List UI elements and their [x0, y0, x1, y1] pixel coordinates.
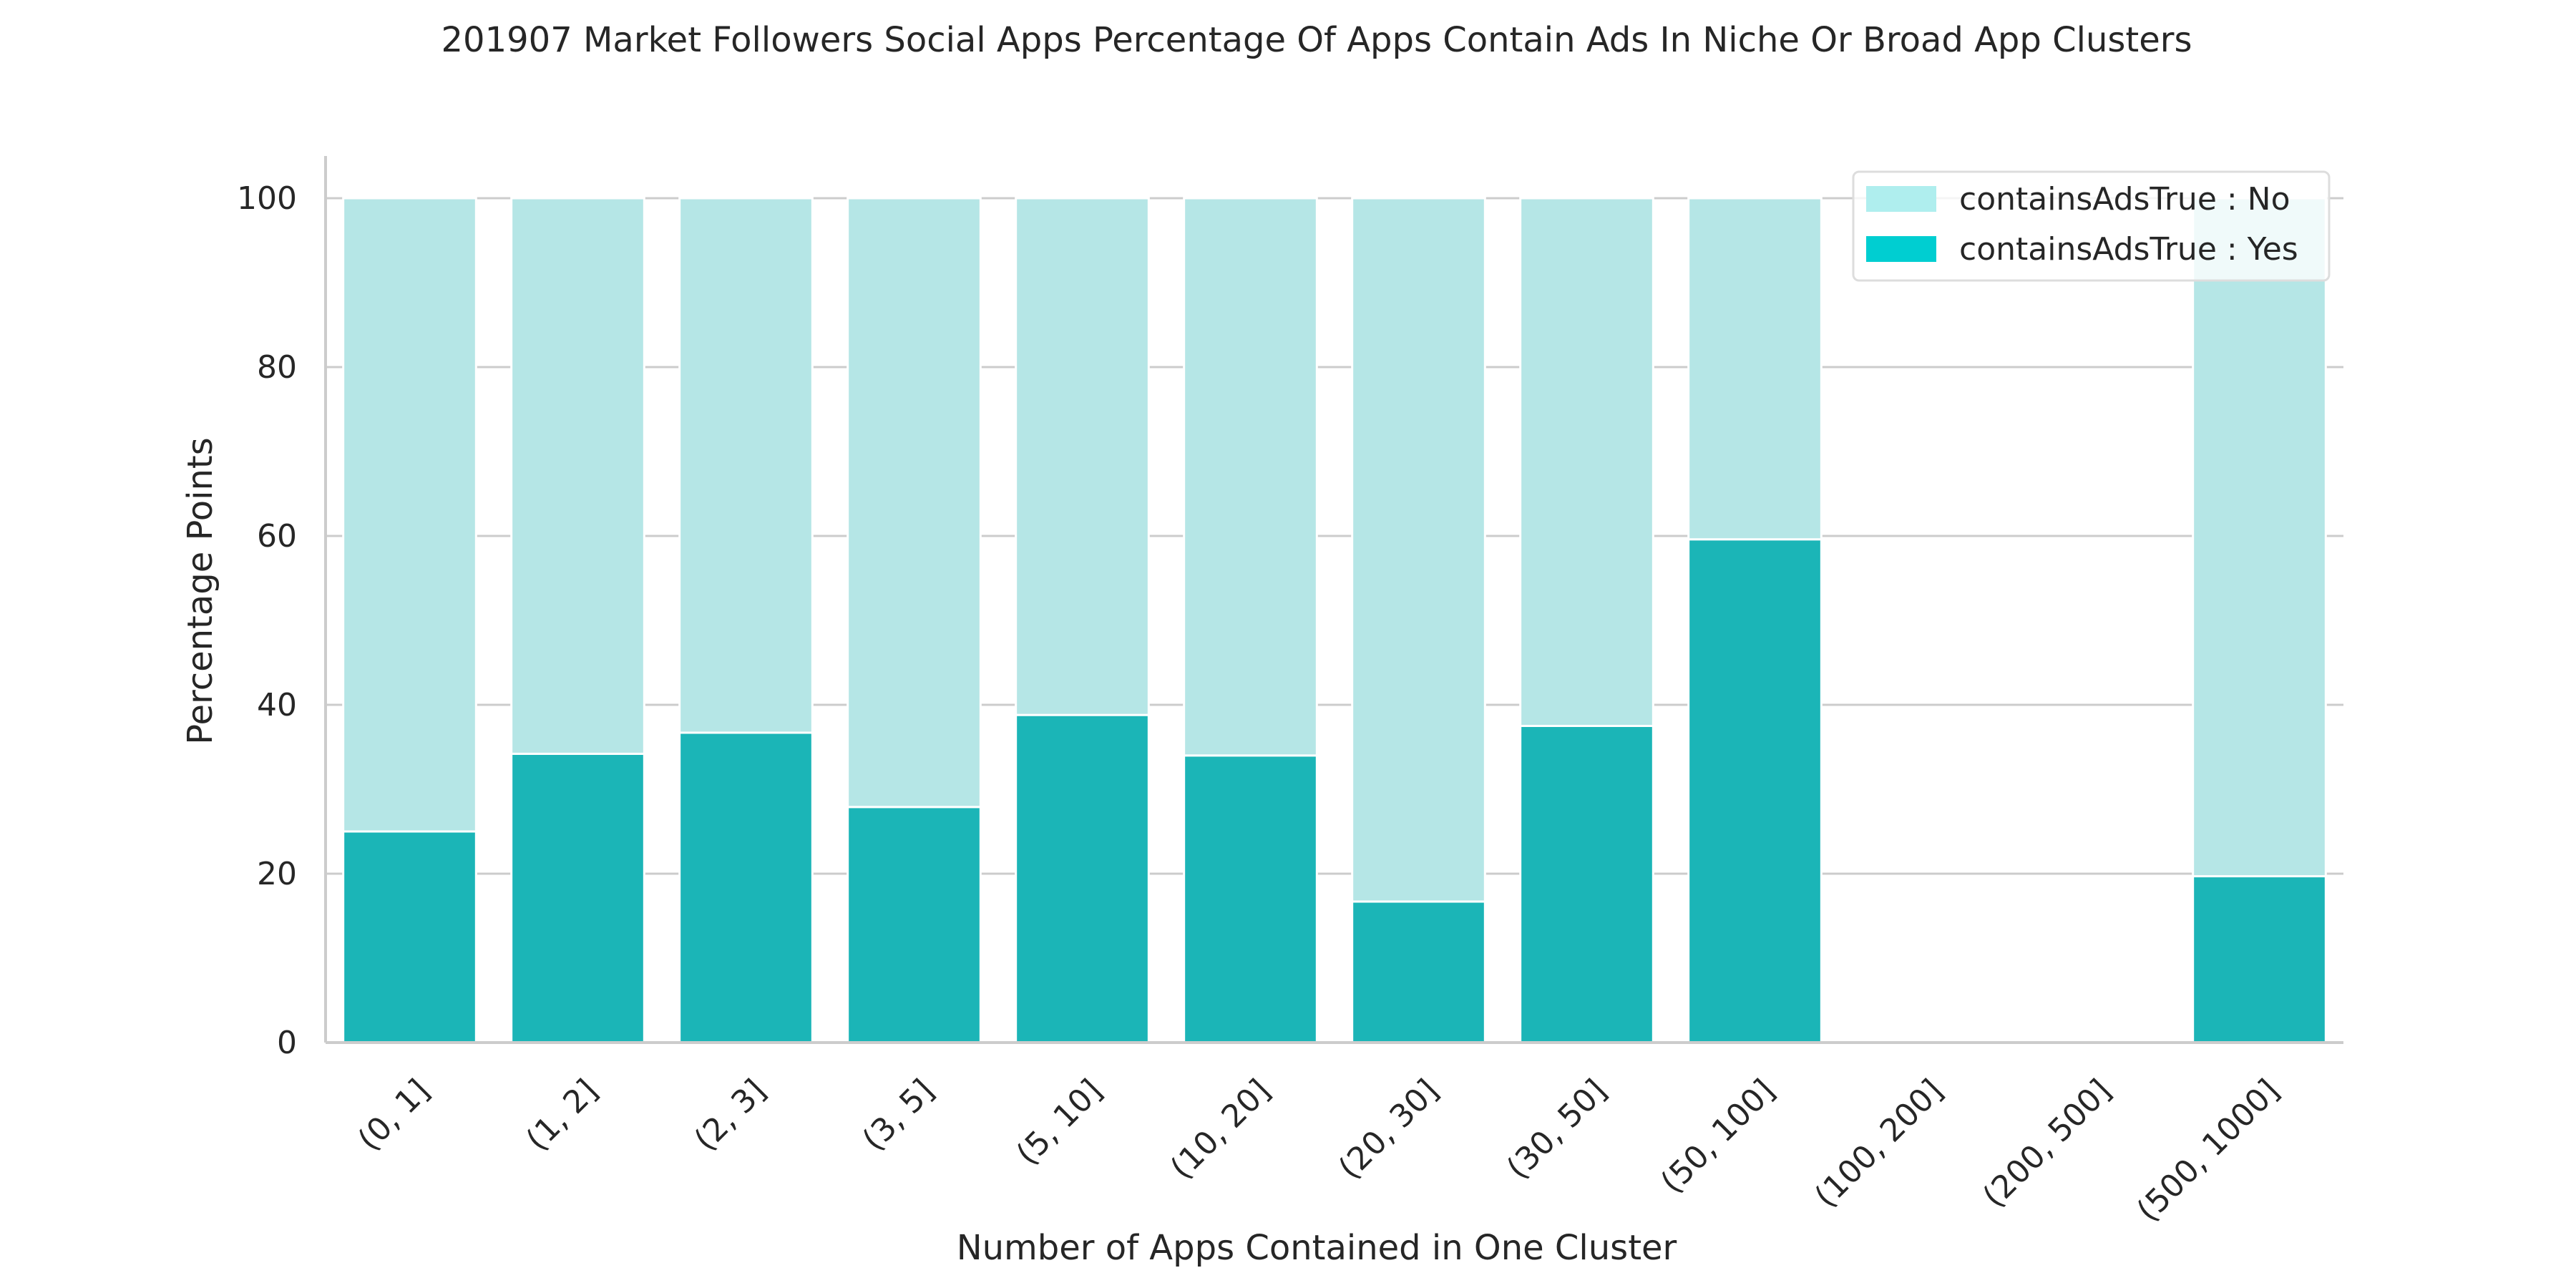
- bar-segment-no: [847, 197, 982, 809]
- bars: [342, 197, 2327, 1044]
- y-tick-label: 100: [237, 180, 297, 217]
- bar-segment-no: [2192, 197, 2327, 878]
- legend-swatch: [1866, 236, 1936, 262]
- x-tick-label: (20, 30]: [1332, 1073, 1445, 1186]
- bar-segment-no: [1351, 197, 1486, 903]
- x-tick-label: (30, 50]: [1500, 1073, 1614, 1186]
- x-tick-label: (5, 10]: [1010, 1073, 1110, 1173]
- bar-segment-yes: [2192, 875, 2327, 1044]
- legend: containsAdsTrue : No containsAdsTrue : Ye…: [1852, 170, 2331, 282]
- bar-segment-no: [342, 197, 477, 833]
- bar-segment-no: [1015, 197, 1150, 716]
- bar-segment-no: [1183, 197, 1318, 757]
- x-tick-label: (50, 100]: [1654, 1073, 1782, 1201]
- x-tick-labels: (0, 1] (1, 2] (2, 3] (3, 5] (5, 10] (10, 20] (…: [351, 1073, 2287, 1229]
- y-tick-labels: 0 20 40 60 80 100: [237, 180, 297, 1061]
- bar-segment-yes: [1519, 725, 1654, 1044]
- y-axis-label: Percentage Points: [180, 437, 220, 744]
- bar-segment-yes: [510, 752, 645, 1044]
- axes: [324, 156, 2343, 1044]
- chart-title: 201907 Market Followers Social Apps Perc…: [441, 20, 2192, 60]
- x-tick-label: (500, 1000]: [2130, 1073, 2287, 1229]
- x-axis-label: Number of Apps Contained in One Cluster: [957, 1228, 1677, 1268]
- bar-segment-yes: [342, 830, 477, 1044]
- legend-swatch: [1866, 186, 1936, 212]
- legend-box: [1852, 170, 2331, 282]
- x-tick-label: (200, 500]: [1976, 1073, 2118, 1215]
- legend-label: containsAdsTrue : No: [1959, 181, 2290, 218]
- bar-segment-yes: [1687, 538, 1823, 1044]
- y-tick-label: 80: [257, 349, 297, 386]
- x-tick-label: (10, 20]: [1163, 1073, 1277, 1186]
- bar-segment-no: [678, 197, 814, 734]
- bar-segment-yes: [847, 806, 982, 1044]
- y-tick-label: 60: [257, 518, 297, 555]
- x-tick-label: (0, 1]: [351, 1073, 437, 1158]
- x-tick-label: (3, 5]: [856, 1073, 942, 1158]
- bar-segment-no: [1519, 197, 1654, 727]
- x-tick-label: (1, 2]: [519, 1073, 605, 1158]
- legend-label: containsAdsTrue : Yes: [1959, 231, 2298, 268]
- y-tick-label: 40: [257, 687, 297, 723]
- bar-segment-yes: [1351, 900, 1486, 1044]
- y-tick-label: 20: [257, 856, 297, 892]
- bar-segment-yes: [678, 731, 814, 1044]
- x-tick-label: (2, 3]: [688, 1073, 774, 1158]
- bar-segment-yes: [1015, 713, 1150, 1044]
- bar-segment-no: [510, 197, 645, 755]
- bar-segment-no: [1687, 197, 1823, 541]
- x-tick-label: (100, 200]: [1807, 1073, 1950, 1215]
- y-tick-label: 0: [277, 1025, 297, 1061]
- bar-segment-yes: [1183, 754, 1318, 1044]
